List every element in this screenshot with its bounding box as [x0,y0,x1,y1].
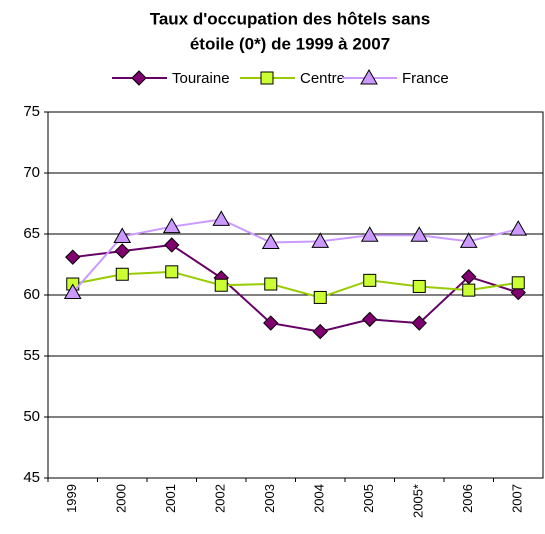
x-tick-label: 2000 [114,484,129,513]
marker [113,227,132,243]
legend-item: France [342,68,449,87]
marker [214,278,228,292]
marker [212,210,231,226]
chart-subtitle: étoile (0*) de 1999 à 2007 [190,34,390,53]
x-tick-label: 2005 [361,484,376,513]
x-tick-label: 2006 [460,484,475,513]
marker [165,265,179,279]
x-tick-label: 2003 [262,484,277,513]
marker [459,232,478,248]
marker [410,226,429,242]
marker [363,273,377,287]
marker [131,70,147,86]
legend-label: Centre [300,70,345,87]
chart-title: Taux d'occupation des hôtels sans [150,9,431,28]
marker [362,311,378,328]
x-tick-label: 2005* [411,484,426,518]
marker [412,279,426,293]
y-tick-label: 70 [23,164,40,181]
y-tick-label: 65 [23,225,40,242]
marker [511,276,525,290]
marker [313,290,327,304]
series-line [72,270,519,299]
marker [263,315,279,331]
y-tick-label: 55 [23,347,40,364]
marker [311,232,330,248]
marker [114,243,130,259]
legend-item: Touraine [112,70,230,87]
marker [509,220,528,236]
x-tick-label: 2004 [312,484,327,513]
y-tick-label: 60 [23,286,40,303]
y-tick-label: 75 [23,103,40,120]
marker [360,226,379,242]
x-tick-label: 2001 [163,484,178,513]
marker [411,315,427,331]
marker [360,68,378,85]
marker [164,237,180,253]
series-line [72,243,519,333]
marker [115,267,129,281]
marker [261,233,280,250]
y-tick-label: 45 [23,469,40,486]
marker [63,283,82,300]
x-tick-label: 2002 [213,484,228,513]
marker [312,323,328,340]
marker [264,277,278,291]
marker [260,71,274,85]
x-tick-label: 1999 [64,484,79,513]
x-tick-label: 2007 [510,484,525,513]
legend-item: Centre [240,70,345,87]
marker [65,249,81,265]
legend-label: France [402,70,449,87]
legend-label: Touraine [172,70,230,87]
series-line [72,218,519,294]
marker [162,217,181,234]
y-tick-label: 50 [23,408,40,425]
marker [462,283,476,297]
